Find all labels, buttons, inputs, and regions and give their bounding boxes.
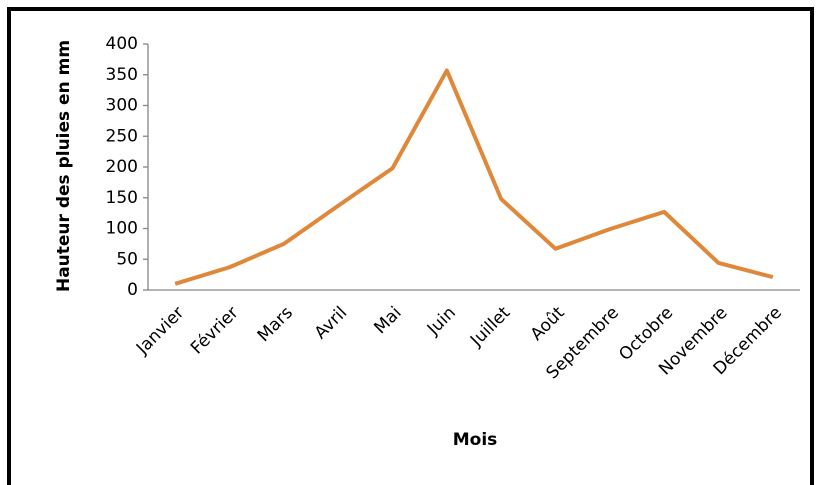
y-tick-label: 300 [106, 96, 138, 116]
y-axis-label: Hauteur des pluies en mm [54, 40, 74, 292]
y-tick-label: 400 [106, 34, 138, 54]
x-tick-label: Juillet [466, 303, 514, 351]
y-tick-label: 100 [106, 219, 138, 239]
x-axis-label: Mois [453, 430, 498, 450]
y-tick-label: 350 [106, 65, 138, 85]
x-tick-label: Juin [423, 303, 460, 340]
y-tick-label: 250 [106, 126, 138, 146]
frame [7, 7, 814, 485]
line-series [174, 68, 774, 286]
x-tick-label: Août [527, 303, 569, 345]
y-tick-label: 0 [127, 280, 138, 300]
x-tick-label: Mars [254, 303, 297, 346]
y-tick-label: 150 [106, 188, 138, 208]
x-tick-label: Avril [311, 303, 351, 343]
x-tick-label: Janvier [132, 303, 188, 359]
y-tick-label: 50 [116, 249, 138, 269]
y-tick-label: 200 [106, 157, 138, 177]
x-tick-label: Mai [370, 303, 405, 338]
x-tick-label: Février [187, 303, 243, 359]
